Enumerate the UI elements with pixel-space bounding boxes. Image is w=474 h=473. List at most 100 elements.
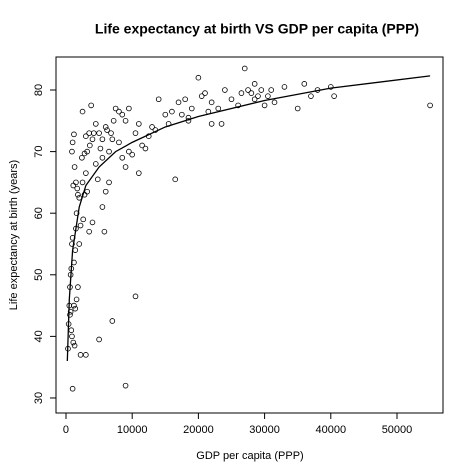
- fit-line: [66, 75, 431, 362]
- x-tick-label: 40000: [315, 424, 346, 436]
- data-point: [116, 139, 122, 146]
- data-point: [132, 293, 139, 300]
- data-point: [122, 382, 129, 389]
- plot-box: [55, 56, 444, 414]
- data-point: [108, 130, 114, 136]
- data-point: [69, 139, 76, 146]
- data-point: [238, 90, 245, 96]
- data-point: [116, 108, 122, 115]
- data-point: [218, 121, 225, 127]
- data-point: [92, 121, 99, 127]
- data-point: [69, 241, 75, 247]
- data-point: [119, 111, 126, 118]
- data-point: [109, 318, 116, 324]
- y-tick-label: 40: [33, 330, 45, 342]
- data-point: [77, 222, 84, 229]
- data-point: [83, 133, 89, 140]
- chart-title: Life expectancy at birth VS GDP per capi…: [95, 21, 419, 37]
- data-point: [102, 188, 109, 195]
- data-point: [112, 105, 119, 112]
- data-point: [331, 93, 337, 99]
- data-point: [142, 145, 149, 152]
- data-point: [188, 105, 195, 112]
- data-point: [89, 219, 96, 226]
- data-point: [301, 81, 308, 87]
- data-point: [258, 87, 265, 93]
- data-point: [427, 102, 433, 109]
- data-point: [71, 164, 78, 170]
- data-point: [136, 121, 142, 127]
- data-point: [110, 118, 117, 124]
- data-point: [90, 130, 97, 136]
- data-point: [122, 118, 129, 124]
- x-tick-label: 30000: [249, 424, 280, 436]
- data-point: [76, 241, 83, 247]
- data-point: [88, 102, 94, 109]
- data-point: [72, 305, 79, 312]
- y-tick-label: 30: [33, 392, 45, 404]
- data-point: [281, 84, 288, 90]
- data-point: [126, 148, 132, 155]
- data-point: [198, 93, 205, 99]
- data-point: [84, 188, 90, 195]
- data-point: [73, 179, 79, 186]
- data-point: [72, 247, 79, 253]
- data-point: [94, 176, 101, 183]
- data-point: [96, 336, 102, 343]
- data-point: [208, 121, 215, 127]
- y-tick-label: 70: [33, 145, 45, 157]
- data-point: [139, 142, 145, 149]
- data-point: [129, 151, 135, 158]
- data-point: [67, 308, 74, 315]
- data-point: [71, 131, 77, 138]
- data-point: [96, 130, 102, 136]
- data-point: [97, 145, 104, 152]
- data-point: [195, 74, 202, 81]
- x-tick-label: 0: [63, 424, 69, 436]
- data-point: [136, 170, 142, 176]
- data-point: [175, 99, 182, 106]
- data-point: [80, 216, 87, 223]
- data-point: [149, 124, 155, 130]
- data-point: [71, 342, 78, 349]
- data-point: [89, 136, 96, 143]
- data-point: [73, 210, 80, 216]
- data-point: [75, 191, 81, 198]
- data-point: [172, 176, 179, 183]
- data-point: [179, 111, 185, 118]
- data-point: [106, 179, 112, 186]
- data-point: [235, 102, 241, 109]
- data-point: [119, 154, 126, 161]
- data-point: [126, 105, 132, 112]
- y-tick-label: 50: [33, 269, 45, 281]
- data-point: [67, 312, 73, 318]
- data-point: [182, 96, 188, 103]
- data-point: [208, 99, 215, 106]
- data-point: [215, 105, 222, 112]
- data-point: [79, 154, 85, 161]
- data-point: [83, 352, 89, 358]
- data-point: [99, 204, 106, 210]
- data-point: [70, 339, 77, 346]
- data-point: [294, 105, 301, 112]
- data-point: [268, 87, 275, 93]
- data-point: [68, 327, 75, 334]
- data-point: [327, 84, 334, 90]
- data-point: [155, 96, 162, 103]
- data-point: [86, 228, 92, 235]
- data-point: [101, 228, 108, 235]
- data-point: [241, 65, 248, 72]
- x-axis-label: GDP per capita (PPP): [196, 450, 303, 462]
- data-point: [84, 148, 90, 155]
- data-point: [69, 333, 75, 340]
- data-point: [169, 108, 175, 115]
- data-point: [261, 102, 268, 109]
- data-point: [73, 296, 80, 303]
- data-point: [99, 154, 106, 161]
- data-point: [69, 148, 75, 155]
- data-point: [271, 99, 278, 106]
- x-tick-label: 10000: [117, 424, 148, 436]
- data-point: [86, 130, 92, 136]
